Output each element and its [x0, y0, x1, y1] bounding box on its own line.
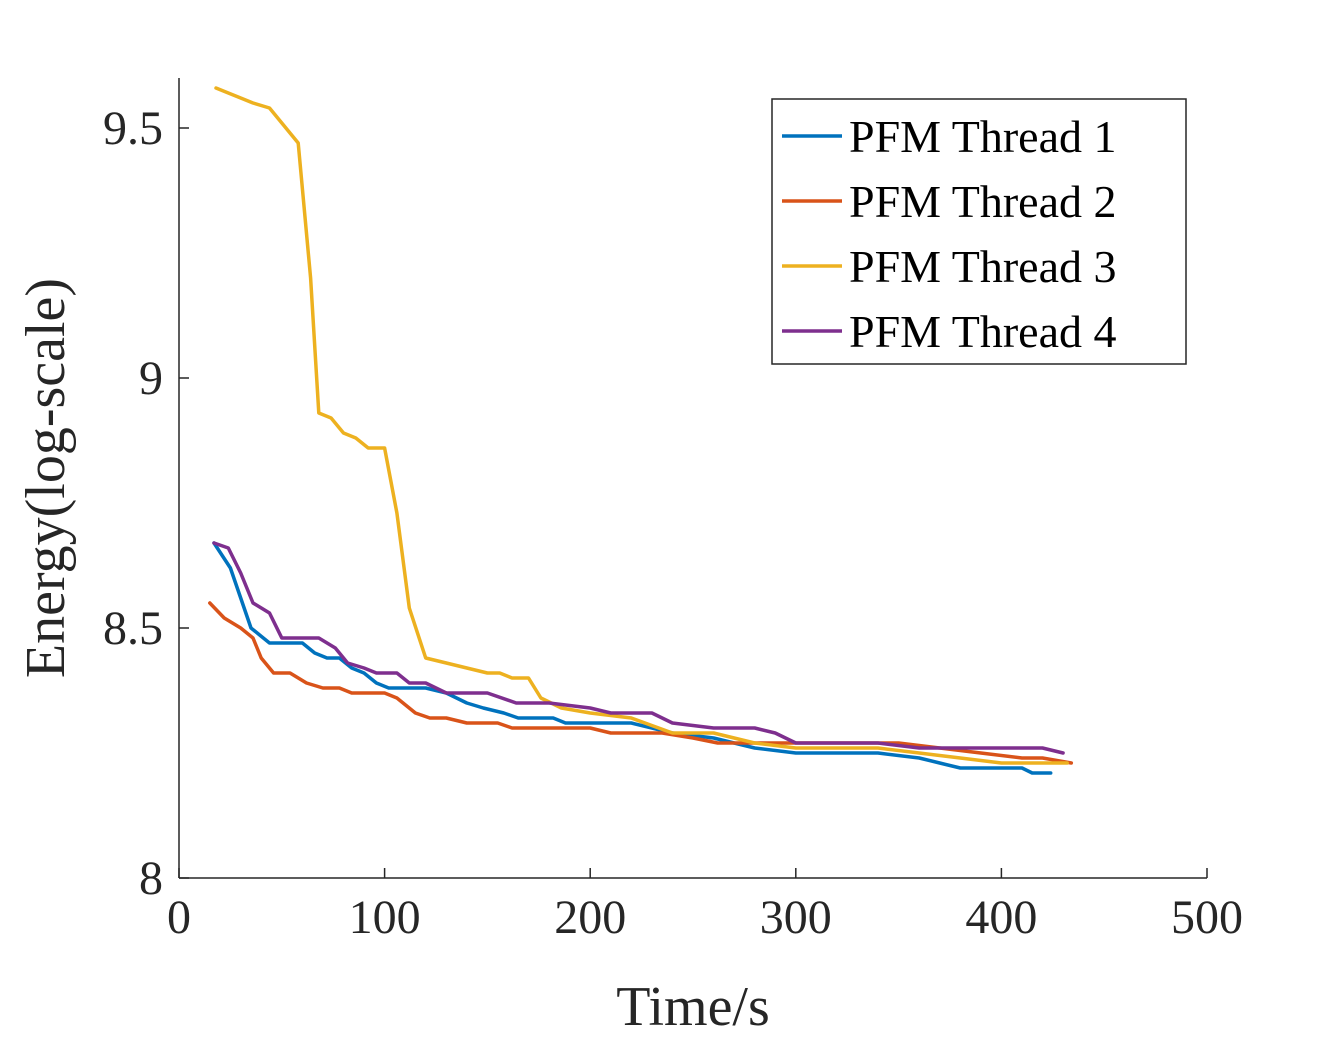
legend-label-thread-1: PFM Thread 1: [849, 111, 1117, 162]
y-tick-label: 8: [139, 852, 163, 905]
x-tick-label: 300: [760, 891, 832, 944]
x-axis-label: Time/s: [616, 976, 770, 1038]
y-tick-label: 9: [139, 352, 163, 405]
y-axis-ticks: 8 8.5 9 9.5: [103, 102, 189, 905]
legend-label-thread-2: PFM Thread 2: [849, 176, 1117, 227]
axes-frame: [178, 78, 1207, 879]
series-lines: [208, 86, 1074, 775]
y-axis-label: Energy(log-scale): [15, 278, 77, 678]
series-line-thread-4: [212, 541, 1065, 755]
y-tick-label: 8.5: [103, 602, 163, 655]
x-tick-label: 0: [167, 891, 191, 944]
y-tick-label: 9.5: [103, 102, 163, 155]
series-line-thread-1: [212, 541, 1053, 775]
x-tick-label: 500: [1171, 891, 1243, 944]
legend: PFM Thread 1 PFM Thread 2 PFM Thread 3 PFM …: [771, 98, 1187, 365]
x-tick-label: 200: [554, 891, 626, 944]
x-tick-label: 100: [349, 891, 421, 944]
x-axis-ticks: 0 100 200 300 400 500: [167, 868, 1243, 944]
x-tick-label: 400: [965, 891, 1037, 944]
legend-label-thread-4: PFM Thread 4: [849, 306, 1117, 357]
legend-box: [771, 98, 1187, 365]
series-line-thread-3: [214, 86, 1069, 765]
legend-label-thread-3: PFM Thread 3: [849, 241, 1117, 292]
